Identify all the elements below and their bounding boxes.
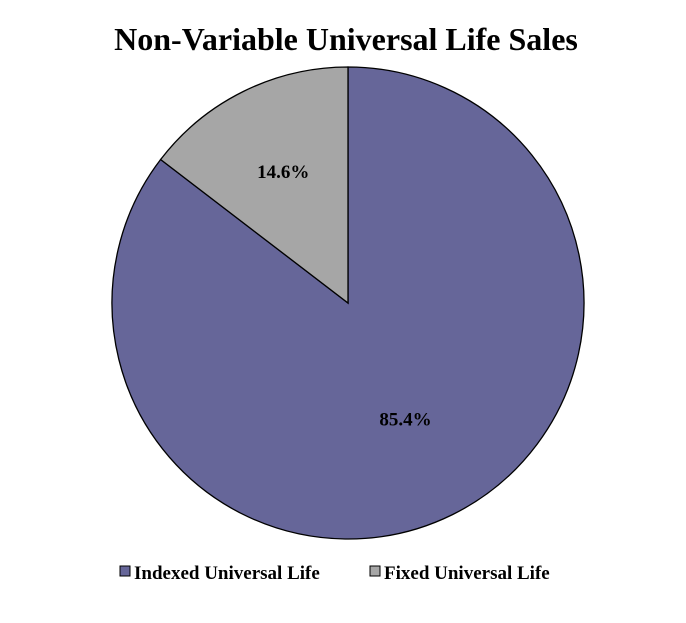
legend-label-fixed-universal-life: Fixed Universal Life (384, 563, 550, 584)
pie-slice-fixed-universal-life (159, 66, 349, 305)
legend-label-indexed-universal-life: Indexed Universal Life (134, 563, 320, 584)
legend-swatch-fixed-universal-life (369, 565, 381, 577)
pie-slice-indexed-universal-life (111, 66, 585, 540)
pie-slices (111, 66, 585, 540)
pie-data-labels: 85.4% 14.6% (257, 162, 432, 431)
legend: Indexed Universal Life Fixed Universal Li… (119, 563, 550, 584)
chart-title: Non-Variable Universal Life Sales (114, 21, 578, 57)
legend-swatch-indexed-universal-life (119, 565, 131, 577)
data-label-fixed-universal-life: 14.6% (257, 162, 309, 183)
data-label-indexed-universal-life: 85.4% (379, 409, 431, 430)
